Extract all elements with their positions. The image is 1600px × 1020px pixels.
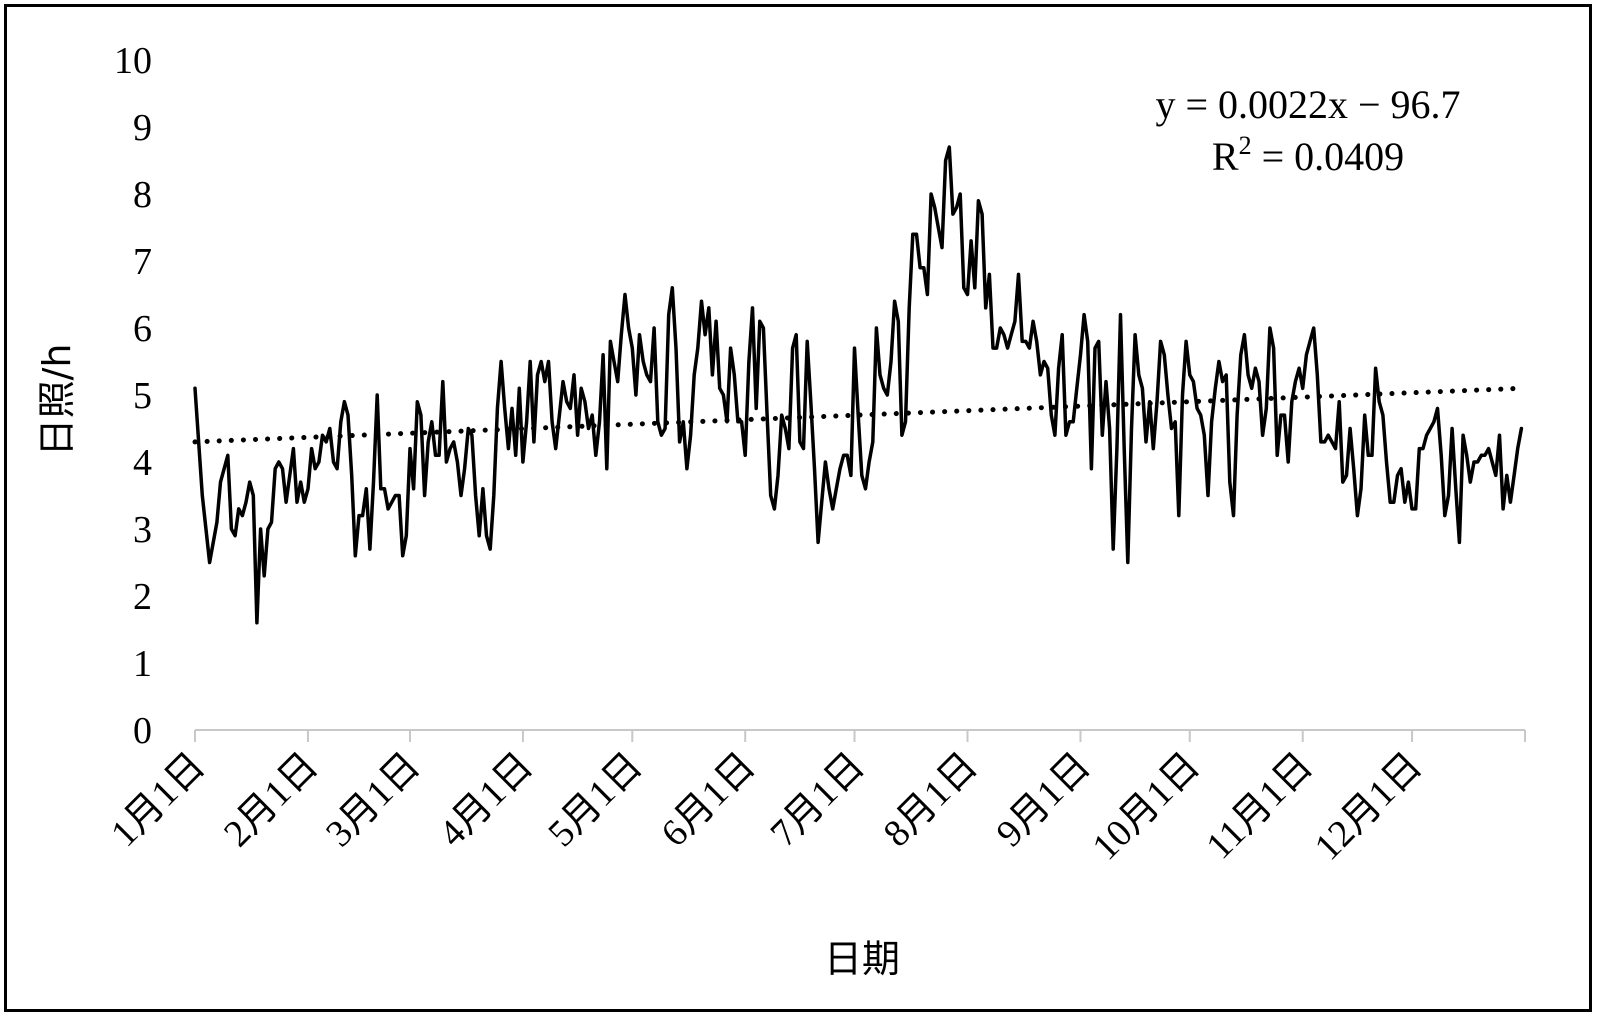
y-tick-label: 6 (133, 308, 152, 350)
x-tick-label: 1月1日 (103, 745, 213, 855)
r-squared-label: R2 = 0.0409 (1212, 131, 1404, 179)
r-squared-superscript: 2 (1239, 131, 1252, 160)
y-tick-label: 5 (133, 375, 152, 417)
x-tick-label: 5月1日 (540, 745, 650, 855)
y-tick-label: 0 (133, 710, 152, 752)
y-axis-title: 日照/h (35, 344, 79, 457)
trendline-series (192, 385, 1524, 445)
y-tick-label: 4 (133, 442, 152, 484)
x-axis-title: 日期 (824, 937, 900, 981)
x-tick-label: 8月1日 (876, 745, 986, 855)
x-tick-label: 9月1日 (988, 745, 1098, 855)
x-tick-label: 10月1日 (1084, 745, 1208, 869)
y-tick-label: 2 (133, 576, 152, 618)
y-tick-label: 9 (133, 107, 152, 149)
x-tick-label: 2月1日 (216, 745, 326, 855)
y-tick-labels: 0 1 2 3 4 5 6 7 8 9 10 (114, 40, 152, 752)
y-tick-label: 3 (133, 509, 152, 551)
y-tick-label: 10 (114, 40, 152, 82)
x-tick-label: 12月1日 (1307, 745, 1431, 869)
series-layer (192, 145, 1524, 625)
x-tick-label: 3月1日 (318, 745, 428, 855)
x-tick-label: 11月1日 (1198, 745, 1321, 868)
y-tick-label: 8 (133, 174, 152, 216)
r-squared-value: = 0.0409 (1252, 134, 1405, 179)
x-tick-label: 6月1日 (653, 745, 763, 855)
y-tick-label: 7 (133, 241, 152, 283)
x-tick-label: 4月1日 (431, 745, 541, 855)
sunshine-series-line (193, 145, 1524, 625)
r-squared-prefix: R (1212, 134, 1239, 179)
chart-frame (4, 4, 1592, 1012)
x-tick-label: 7月1日 (763, 745, 873, 855)
trendline-equation: y = 0.0022x − 96.7 (1155, 82, 1460, 127)
y-tick-label: 1 (133, 643, 152, 685)
